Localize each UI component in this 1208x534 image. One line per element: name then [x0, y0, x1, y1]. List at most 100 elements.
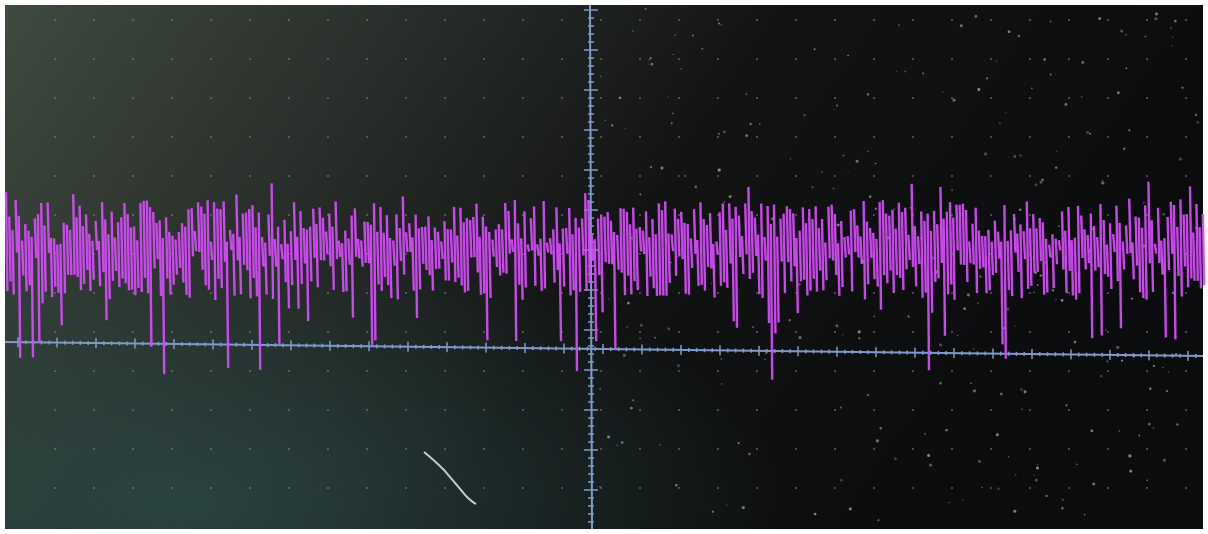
- grid-dot: [639, 409, 641, 411]
- dust-speck: [978, 460, 981, 463]
- grid-dot: [366, 97, 368, 99]
- grid-dot: [1107, 370, 1109, 372]
- grid-dot: [678, 19, 680, 21]
- dust-speck: [840, 479, 843, 482]
- grid-dot: [366, 370, 368, 372]
- dust-speck: [749, 123, 751, 125]
- grid-dot: [951, 448, 953, 450]
- dust-speck: [877, 519, 879, 521]
- dust-speck: [984, 152, 987, 155]
- grid-dot: [1029, 58, 1031, 60]
- grid-dot: [873, 19, 875, 21]
- grid-dot: [639, 292, 641, 294]
- grid-dot: [210, 331, 212, 333]
- grid-dot: [171, 175, 173, 177]
- dust-speck: [1056, 151, 1057, 152]
- dust-speck: [1117, 91, 1120, 94]
- dust-speck: [639, 193, 641, 195]
- grid-dot: [327, 292, 329, 294]
- grid-dot: [1029, 409, 1031, 411]
- grid-dot: [912, 409, 914, 411]
- grid-dot: [366, 58, 368, 60]
- dust-speck: [650, 57, 652, 59]
- grid-dot: [327, 409, 329, 411]
- dust-speck: [879, 427, 882, 430]
- dust-speck: [1005, 112, 1006, 113]
- grid-dot: [717, 97, 719, 99]
- grid-dot: [444, 487, 446, 489]
- grid-dot: [327, 136, 329, 138]
- dust-speck: [977, 88, 980, 91]
- grid-dot: [405, 253, 407, 255]
- grid-dot: [54, 214, 56, 216]
- dust-speck: [894, 458, 897, 461]
- grid-dot: [600, 370, 602, 372]
- grid-dot: [600, 19, 602, 21]
- grid-dot: [678, 448, 680, 450]
- grid-dot: [1107, 136, 1109, 138]
- grid-dot: [795, 19, 797, 21]
- grid-dot: [990, 136, 992, 138]
- grid-dot: [756, 370, 758, 372]
- grid-dot: [717, 19, 719, 21]
- dust-speck: [1015, 326, 1016, 327]
- dust-speck: [745, 134, 748, 137]
- grid-dot: [522, 58, 524, 60]
- dust-speck: [621, 441, 624, 444]
- dust-speck: [1106, 360, 1108, 362]
- dust-speck: [1006, 308, 1009, 311]
- grid-dot: [327, 331, 329, 333]
- grid-dot: [288, 136, 290, 138]
- grid-dot: [990, 58, 992, 60]
- grid-dot: [795, 175, 797, 177]
- dust-speck: [625, 128, 627, 130]
- grid-dot: [951, 136, 953, 138]
- dust-speck: [869, 195, 872, 198]
- grid-dot: [717, 292, 719, 294]
- grid-dot: [1068, 487, 1070, 489]
- dust-speck: [840, 407, 842, 409]
- grid-dot: [795, 331, 797, 333]
- grid-dot: [1185, 136, 1187, 138]
- grid-dot: [1185, 19, 1187, 21]
- dust-speck: [667, 327, 670, 330]
- grid-dot: [756, 409, 758, 411]
- dust-speck: [1035, 479, 1038, 482]
- grid-dot: [522, 331, 524, 333]
- grid-dot: [1146, 19, 1148, 21]
- dust-speck: [1129, 470, 1132, 473]
- grid-dot: [93, 487, 95, 489]
- grid-dot: [1146, 409, 1148, 411]
- grid-dot: [561, 214, 563, 216]
- dust-speck: [1034, 183, 1037, 186]
- grid-dot: [210, 448, 212, 450]
- dust-speck: [710, 283, 711, 284]
- grid-dot: [795, 487, 797, 489]
- grid-dot: [405, 214, 407, 216]
- dust-speck: [898, 24, 899, 25]
- grid-dot: [171, 97, 173, 99]
- dust-speck: [1020, 388, 1022, 390]
- grid-dot: [444, 175, 446, 177]
- grid-dot: [717, 409, 719, 411]
- grid-dot: [405, 448, 407, 450]
- dust-speck: [1123, 147, 1126, 150]
- grid-dot: [171, 448, 173, 450]
- grid-dot: [483, 214, 485, 216]
- dust-speck: [684, 175, 686, 177]
- dust-speck: [626, 326, 628, 328]
- dust-speck: [842, 155, 844, 157]
- grid-dot: [210, 292, 212, 294]
- grid-dot: [639, 370, 641, 372]
- dust-speck: [648, 59, 649, 60]
- grid-dot: [990, 97, 992, 99]
- dust-speck: [967, 293, 970, 296]
- grid-dot: [873, 292, 875, 294]
- grid-dot: [1029, 175, 1031, 177]
- grid-dot: [678, 214, 680, 216]
- dust-speck: [896, 71, 897, 72]
- dust-speck: [712, 511, 714, 513]
- dust-speck: [1041, 179, 1044, 182]
- grid-dot: [990, 409, 992, 411]
- grid-dot: [756, 292, 758, 294]
